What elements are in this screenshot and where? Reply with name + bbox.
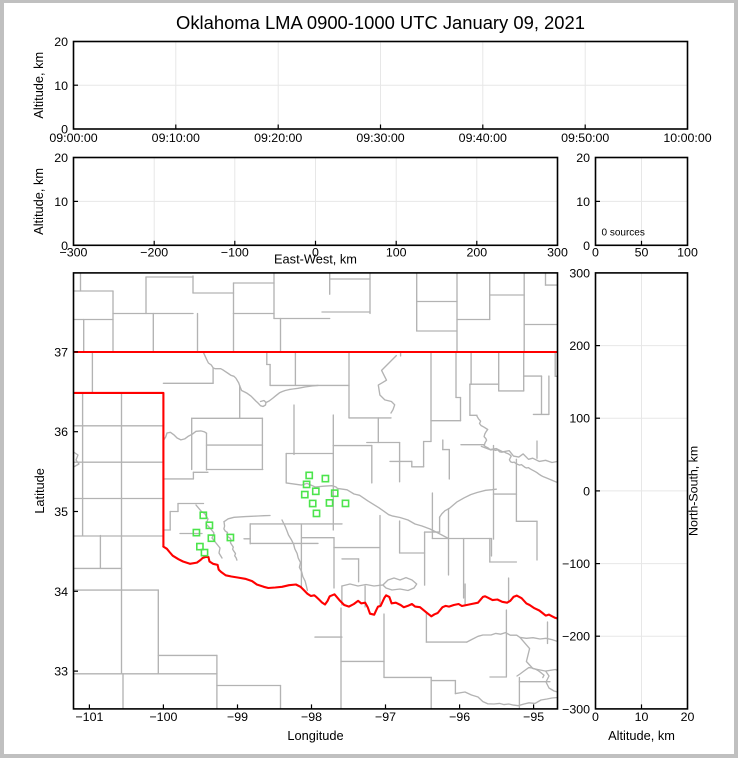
- svg-text:50: 50: [635, 246, 649, 260]
- svg-text:0: 0: [583, 239, 590, 253]
- svg-text:0: 0: [592, 246, 599, 260]
- svg-text:Latitude: Latitude: [32, 468, 47, 514]
- svg-text:35: 35: [54, 505, 68, 519]
- svg-text:09:30:00: 09:30:00: [356, 131, 404, 145]
- svg-text:0: 0: [61, 239, 68, 253]
- svg-text:−300: −300: [60, 246, 88, 260]
- svg-text:East-West, km: East-West, km: [274, 252, 357, 267]
- svg-text:−99: −99: [227, 710, 248, 724]
- svg-text:09:50:00: 09:50:00: [561, 131, 609, 145]
- svg-text:34: 34: [54, 585, 68, 599]
- svg-text:37: 37: [54, 345, 68, 359]
- svg-text:−100: −100: [221, 246, 249, 260]
- svg-text:10: 10: [576, 195, 590, 209]
- svg-text:0: 0: [583, 484, 590, 498]
- svg-text:10: 10: [54, 195, 68, 209]
- svg-text:09:00:00: 09:00:00: [49, 131, 97, 145]
- svg-text:0: 0: [61, 123, 68, 137]
- svg-text:33: 33: [54, 665, 68, 679]
- svg-text:−300: −300: [562, 702, 590, 716]
- svg-text:−95: −95: [523, 710, 544, 724]
- svg-text:−101: −101: [75, 710, 103, 724]
- svg-text:09:40:00: 09:40:00: [459, 131, 507, 145]
- svg-text:Longitude: Longitude: [287, 728, 343, 743]
- svg-text:20: 20: [54, 35, 68, 49]
- svg-text:Oklahoma LMA 0900-1000 UTC Jan: Oklahoma LMA 0900-1000 UTC January 09, 2…: [176, 12, 585, 33]
- svg-text:−100: −100: [149, 710, 177, 724]
- svg-text:100: 100: [677, 246, 698, 260]
- svg-text:Altitude, km: Altitude, km: [31, 168, 46, 235]
- svg-text:0: 0: [592, 710, 599, 724]
- svg-text:Altitude, km: Altitude, km: [31, 52, 46, 119]
- svg-text:09:10:00: 09:10:00: [152, 131, 200, 145]
- svg-text:20: 20: [54, 151, 68, 165]
- svg-text:−100: −100: [562, 557, 590, 571]
- svg-text:20: 20: [681, 710, 695, 724]
- svg-text:36: 36: [54, 425, 68, 439]
- svg-text:−97: −97: [375, 710, 396, 724]
- svg-text:300: 300: [569, 266, 590, 280]
- svg-text:−200: −200: [562, 630, 590, 644]
- svg-text:09:20:00: 09:20:00: [254, 131, 302, 145]
- svg-text:300: 300: [547, 246, 568, 260]
- svg-text:10: 10: [54, 79, 68, 93]
- svg-text:Altitude, km: Altitude, km: [608, 728, 675, 743]
- svg-text:100: 100: [386, 246, 407, 260]
- svg-text:10:00:00: 10:00:00: [663, 131, 711, 145]
- svg-text:100: 100: [569, 412, 590, 426]
- svg-text:−96: −96: [449, 710, 470, 724]
- svg-text:10: 10: [635, 710, 649, 724]
- svg-text:200: 200: [569, 339, 590, 353]
- svg-text:North-South, km: North-South, km: [687, 446, 701, 536]
- svg-text:200: 200: [466, 246, 487, 260]
- svg-text:0 sources: 0 sources: [602, 228, 645, 239]
- svg-text:−200: −200: [140, 246, 168, 260]
- svg-text:20: 20: [576, 151, 590, 165]
- svg-text:−98: −98: [301, 710, 322, 724]
- svg-text:0: 0: [312, 246, 319, 260]
